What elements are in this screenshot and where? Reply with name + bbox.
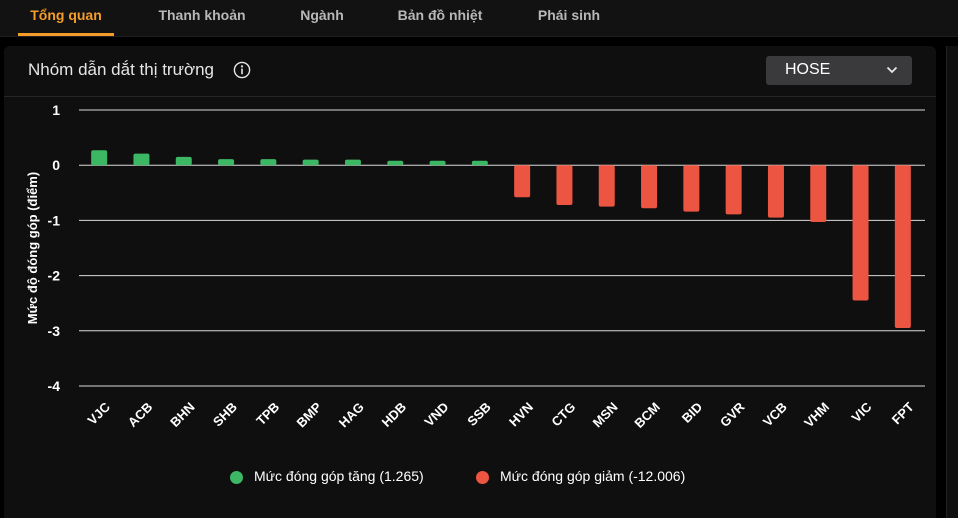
bar-hdb[interactable] <box>387 160 404 166</box>
x-tick-label: BHN <box>167 399 198 430</box>
bar-hvn[interactable] <box>514 165 531 198</box>
x-tick-label: VIC <box>849 399 875 425</box>
tab-tong-quan[interactable]: Tổng quan <box>18 0 114 36</box>
tab-phai-sinh[interactable]: Phái sinh <box>537 7 601 23</box>
x-tick-label: TPB <box>253 399 282 428</box>
y-tick-label: 0 <box>52 157 60 173</box>
bar-bid[interactable] <box>683 165 700 212</box>
bar-ctg[interactable] <box>556 165 573 205</box>
x-tick-label: VJC <box>85 399 114 428</box>
x-tick-labels: VJC ACB BHN SHB TPB BMP HAG HDB VND SSB HVN CTG MSN B… <box>85 399 917 431</box>
bar-vic[interactable] <box>852 165 869 301</box>
bar-gvr[interactable] <box>725 165 742 215</box>
panel-title: Nhóm dẫn dắt thị trường <box>28 60 215 79</box>
info-icon[interactable] <box>233 61 251 79</box>
bar-msn[interactable] <box>598 165 615 207</box>
x-tick-label: HVN <box>506 399 536 429</box>
market-leaders-panel: Nhóm dẫn dắt thị trường HOSE <box>4 46 936 518</box>
bar-ssb[interactable] <box>471 160 488 166</box>
tab-ban-do-nhiet[interactable]: Bản đồ nhiệt <box>397 7 483 23</box>
legend-dot-negative <box>476 471 489 484</box>
x-tick-label: BCM <box>631 399 663 431</box>
chevron-down-icon <box>886 66 898 74</box>
bar-fpt[interactable] <box>894 165 911 329</box>
bar-acb[interactable] <box>133 153 150 166</box>
contribution-bar-chart: 1 0 -1 -2 -3 -4 VJC ACB BHN SHB TPB BMP HAG HDB VND SS… <box>25 102 925 431</box>
y-tick-label: -1 <box>48 212 61 228</box>
adjacent-panel-edge <box>946 46 958 518</box>
bar-bcm[interactable] <box>641 165 658 209</box>
exchange-select[interactable]: HOSE <box>766 56 912 85</box>
bar-vcb[interactable] <box>767 165 784 218</box>
x-tick-label: SHB <box>210 399 240 429</box>
bar-shb[interactable] <box>218 159 235 166</box>
y-tick-label: -3 <box>48 323 61 339</box>
x-tick-label: CTG <box>548 399 578 429</box>
y-tick-label: -2 <box>48 268 61 284</box>
tab-thanh-khoan[interactable]: Thanh khoản <box>158 7 246 23</box>
tab-nganh[interactable]: Ngành <box>300 7 344 23</box>
legend-label-negative: Mức đóng góp giảm (-12.006) <box>500 468 686 484</box>
exchange-select-value: HOSE <box>785 61 831 78</box>
x-tick-label: ACB <box>125 399 156 430</box>
x-tick-label: BID <box>679 399 705 425</box>
x-tick-label: GVR <box>717 399 748 430</box>
panel-header: Nhóm dẫn dắt thị trường HOSE <box>4 46 936 97</box>
x-tick-label: SSB <box>464 399 494 429</box>
tab-bar: Tổng quan Thanh khoản Ngành Bản đồ nhiệt… <box>0 0 958 37</box>
x-tick-label: HAG <box>336 399 367 430</box>
bar-vnd[interactable] <box>429 160 446 166</box>
y-tick-label: -4 <box>48 378 61 394</box>
x-tick-label: VCB <box>760 399 790 429</box>
bar-tpb[interactable] <box>260 159 277 166</box>
x-tick-label: VHM <box>801 399 832 430</box>
bar-vjc[interactable] <box>91 150 108 166</box>
x-tick-label: VND <box>421 399 451 429</box>
x-tick-label: HDB <box>379 399 410 430</box>
bar-vhm[interactable] <box>810 165 827 223</box>
legend-dot-positive <box>230 471 243 484</box>
y-tick-label: 1 <box>52 102 60 118</box>
y-axis-label: Mức độ đóng góp (điểm) <box>25 172 40 324</box>
bars <box>91 150 911 329</box>
grid-lines <box>79 109 925 387</box>
bar-bhn[interactable] <box>175 156 192 166</box>
x-tick-label: MSN <box>590 399 621 430</box>
y-tick-labels: 1 0 -1 -2 -3 -4 <box>48 102 61 394</box>
x-tick-label: FPT <box>889 399 917 427</box>
bar-bmp[interactable] <box>302 159 319 166</box>
bar-hag[interactable] <box>344 159 361 166</box>
legend-label-positive: Mức đóng góp tăng (1.265) <box>254 468 424 484</box>
x-tick-label: BMP <box>294 399 325 430</box>
